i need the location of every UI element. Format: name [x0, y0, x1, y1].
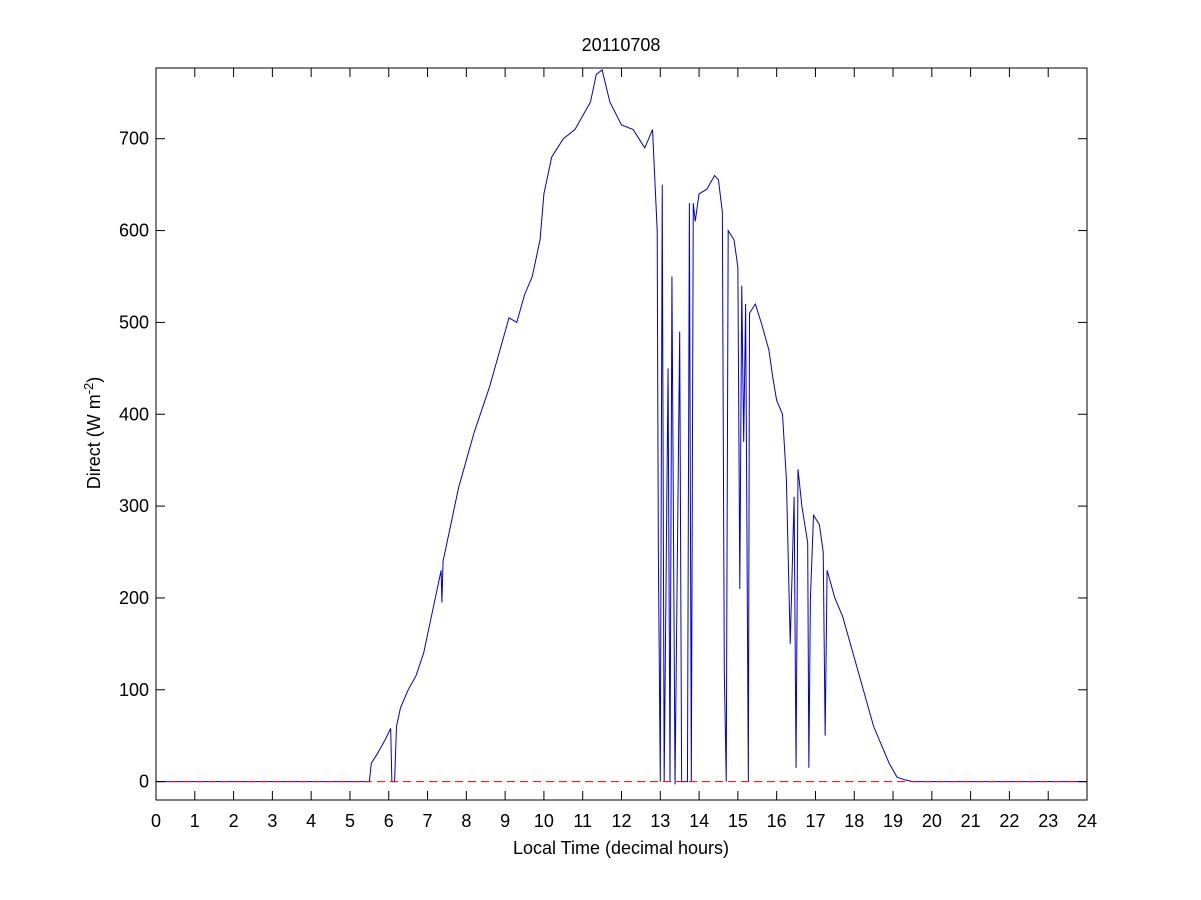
x-tick-label: 12 — [611, 811, 631, 831]
x-tick-label: 9 — [500, 811, 510, 831]
x-tick-label: 21 — [961, 811, 981, 831]
x-axis-label: Local Time (decimal hours) — [513, 838, 729, 858]
x-tick-label: 17 — [805, 811, 825, 831]
x-tick-label: 10 — [534, 811, 554, 831]
x-tick-label: 2 — [229, 811, 239, 831]
y-label-text: Direct (W m — [84, 394, 104, 489]
x-tick-label: 24 — [1077, 811, 1097, 831]
data-line — [156, 68, 1087, 785]
x-tick-label: 18 — [844, 811, 864, 831]
x-tick-label: 8 — [461, 811, 471, 831]
x-tick-label: 1 — [190, 811, 200, 831]
y-label-end: ) — [84, 377, 104, 383]
x-tick-label: 11 — [573, 811, 592, 831]
y-tick-label: 500 — [119, 312, 149, 332]
x-tick-label: 22 — [999, 811, 1019, 831]
x-tick-label: 6 — [384, 811, 394, 831]
y-tick-label: 400 — [119, 404, 149, 424]
y-tick-label: 600 — [119, 221, 149, 241]
x-tick-label: 15 — [728, 811, 748, 831]
x-tick-label: 16 — [767, 811, 787, 831]
y-tick-label: 300 — [119, 496, 149, 516]
x-tick-label: 3 — [267, 811, 277, 831]
x-tick-label: 7 — [423, 811, 433, 831]
x-tick-label: 0 — [151, 811, 161, 831]
x-tick-label: 23 — [1038, 811, 1058, 831]
x-tick-label: 19 — [883, 811, 903, 831]
y-tick-label: 100 — [119, 680, 149, 700]
chart-title: 20110708 — [582, 35, 661, 55]
x-tick-label: 20 — [922, 811, 942, 831]
y-tick-label: 200 — [119, 588, 149, 608]
x-tick-label: 13 — [650, 811, 670, 831]
x-tick-label: 14 — [689, 811, 709, 831]
y-label-sup: -2 — [81, 383, 96, 395]
y-tick-label: 0 — [139, 772, 149, 792]
x-tick-label: 4 — [306, 811, 316, 831]
y-tick-label: 700 — [119, 129, 149, 149]
x-tick-label: 5 — [345, 811, 355, 831]
y-axis-label: Direct (W m-2) — [81, 377, 104, 490]
